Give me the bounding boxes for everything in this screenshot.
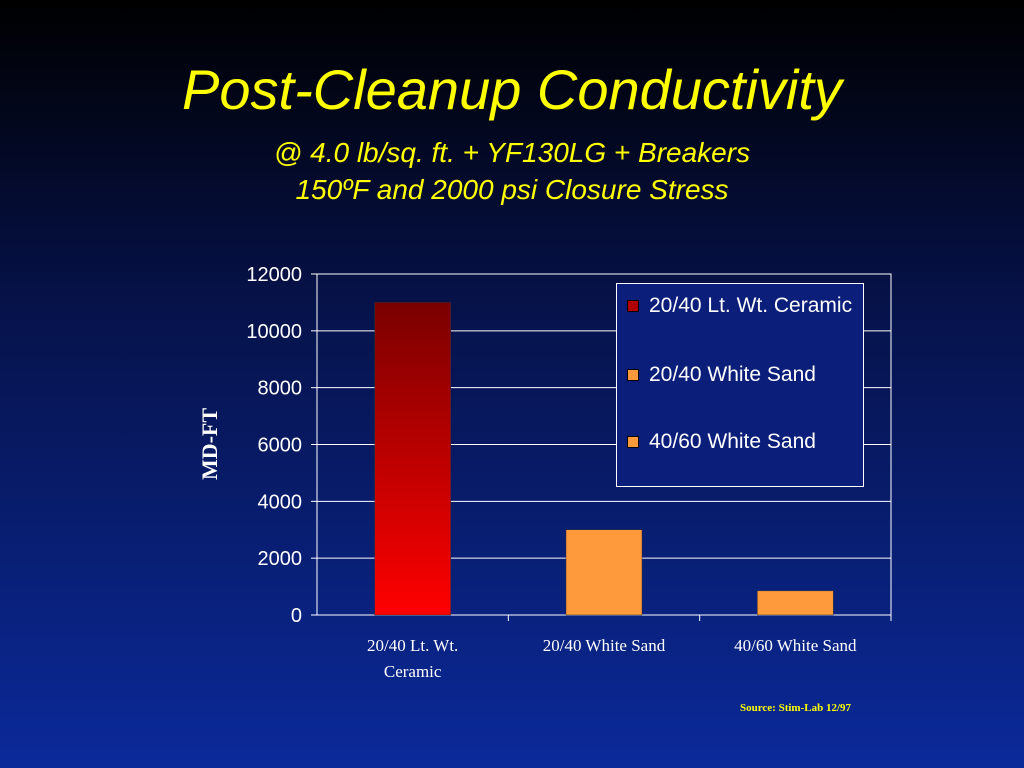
bar-2 <box>565 529 643 616</box>
source-note: Source: Stim-Lab 12/97 <box>740 702 852 714</box>
y-axis-label: MD-FT <box>197 408 222 480</box>
slide-subtitle-stress: 150ºF and 2000 psi Closure Stress <box>295 174 729 205</box>
x-tick-label: 20/40 White Sand <box>543 636 666 655</box>
legend-swatch-4060-sand <box>627 436 639 448</box>
y-tick-label: 4000 <box>258 491 303 513</box>
legend-label: 20/40 Lt. Wt. Ceramic <box>649 294 853 317</box>
x-tick-label: 40/60 White Sand <box>734 636 857 655</box>
legend-label: 40/60 White Sand <box>649 430 816 453</box>
chart-legend: 20/40 Lt. Wt. Ceramic 20/40 White Sand 4… <box>616 283 864 487</box>
x-tick-label: 20/40 Lt. Wt. <box>367 636 458 655</box>
y-tick-label: 0 <box>291 605 302 627</box>
y-tick-label: 6000 <box>258 435 303 457</box>
y-tick-label: 12000 <box>246 264 302 286</box>
bar-3 <box>757 590 834 616</box>
slide-title: Post-Cleanup Conductivity <box>182 58 842 121</box>
y-tick-label: 10000 <box>246 321 302 343</box>
y-tick-label: 2000 <box>258 548 303 570</box>
legend-swatch-ceramic <box>627 300 639 312</box>
y-tick-label: 8000 <box>258 378 303 400</box>
legend-swatch-2040-sand <box>627 369 639 381</box>
slide-subtitle-conditions: @ 4.0 lb/sq. ft. + YF130LG + Breakers <box>273 137 751 168</box>
legend-label: 20/40 White Sand <box>649 363 816 386</box>
bar-1 <box>374 302 451 616</box>
x-tick-label: Ceramic <box>384 662 442 681</box>
